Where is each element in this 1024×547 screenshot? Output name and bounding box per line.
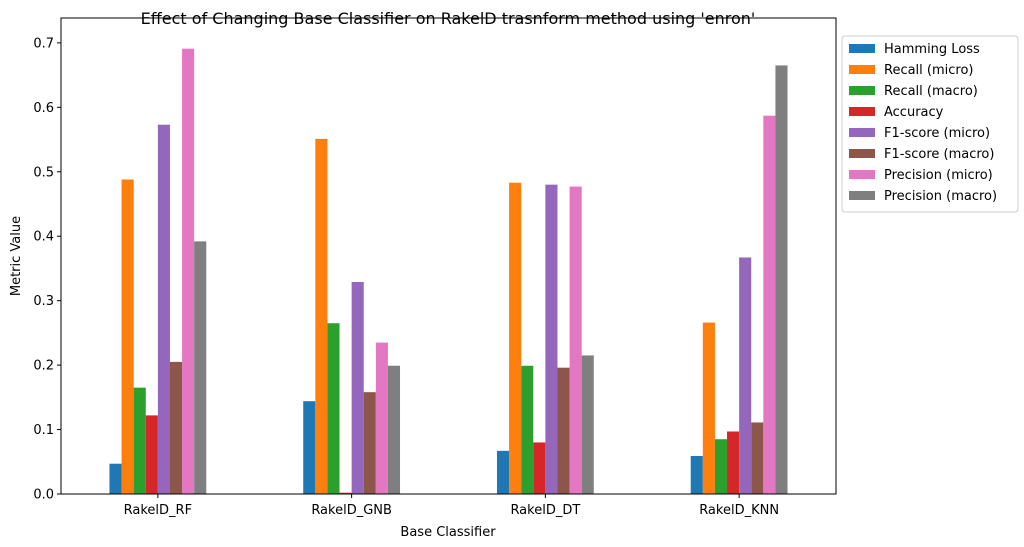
bar bbox=[327, 323, 340, 494]
y-axis-label: Metric Value bbox=[9, 216, 24, 296]
legend-label: Hamming Loss bbox=[884, 42, 980, 57]
bar bbox=[569, 186, 582, 494]
legend-swatch bbox=[849, 191, 875, 200]
bars-layer bbox=[109, 48, 788, 495]
bar bbox=[169, 361, 183, 494]
y-tick-label: 0.5 bbox=[33, 165, 54, 180]
legend-swatch bbox=[849, 170, 875, 179]
bar bbox=[351, 281, 364, 494]
bar bbox=[702, 322, 715, 494]
y-tick-label: 0.4 bbox=[33, 230, 54, 245]
y-tick-label: 0.0 bbox=[33, 488, 54, 503]
x-axis-label: Base Classifier bbox=[400, 525, 496, 540]
legend: Hamming Loss Recall (micro) Recall (macro)… bbox=[841, 35, 1019, 213]
bar bbox=[775, 65, 788, 495]
bar bbox=[182, 48, 195, 495]
y-axis: 0.0 0.1 0.2 0.3 0.4 0.5 0.6 0.7 bbox=[33, 36, 61, 503]
bar bbox=[557, 367, 570, 494]
legend-swatch bbox=[849, 107, 875, 116]
bar bbox=[533, 442, 546, 494]
plot-frame bbox=[60, 17, 837, 495]
x-tick-label: RakelD_GNB bbox=[311, 503, 392, 518]
legend-swatch bbox=[849, 44, 875, 53]
bar bbox=[315, 138, 328, 494]
bar bbox=[339, 492, 352, 494]
legend-label: F1-score (micro) bbox=[884, 126, 990, 141]
bar bbox=[714, 439, 728, 494]
legend-label: Accuracy bbox=[884, 105, 944, 120]
bar bbox=[133, 387, 146, 494]
bar bbox=[375, 342, 388, 494]
bar bbox=[581, 355, 594, 494]
bar bbox=[727, 431, 740, 494]
bar bbox=[109, 463, 122, 494]
legend-swatch bbox=[849, 65, 875, 74]
y-tick-label: 0.1 bbox=[33, 423, 54, 438]
bar bbox=[157, 124, 170, 494]
x-tick-label: RakelD_RF bbox=[124, 503, 192, 518]
legend-swatch bbox=[849, 149, 875, 158]
legend-label: Precision (macro) bbox=[884, 189, 997, 204]
bar bbox=[363, 392, 376, 494]
legend-box bbox=[841, 35, 1019, 213]
bar bbox=[303, 401, 316, 494]
bar bbox=[509, 182, 522, 494]
legend-swatch bbox=[849, 128, 875, 137]
bar bbox=[739, 257, 752, 494]
bar bbox=[763, 115, 776, 494]
y-tick-label: 0.7 bbox=[33, 36, 54, 51]
bar bbox=[194, 241, 207, 494]
y-tick-label: 0.6 bbox=[33, 101, 54, 116]
bar bbox=[690, 455, 703, 494]
legend-label: Precision (micro) bbox=[884, 168, 993, 183]
legend-label: Recall (macro) bbox=[884, 84, 978, 99]
x-tick-label: RakelD_DT bbox=[510, 503, 580, 518]
legend-swatch bbox=[849, 86, 875, 95]
bar bbox=[121, 179, 134, 494]
legend-label: F1-score (macro) bbox=[884, 147, 994, 162]
bar bbox=[545, 184, 558, 494]
bar bbox=[387, 365, 401, 494]
y-tick-label: 0.3 bbox=[33, 294, 54, 309]
x-axis: RakelD_RF RakelD_GNB RakelD_DT RakelD_KNN bbox=[124, 494, 779, 518]
legend-label: Recall (micro) bbox=[884, 63, 974, 78]
bar bbox=[496, 450, 510, 494]
y-tick-label: 0.2 bbox=[33, 359, 54, 374]
bar bbox=[521, 365, 534, 494]
x-tick-label: RakelD_KNN bbox=[699, 503, 779, 518]
bar bbox=[751, 422, 764, 494]
bar bbox=[145, 415, 158, 494]
